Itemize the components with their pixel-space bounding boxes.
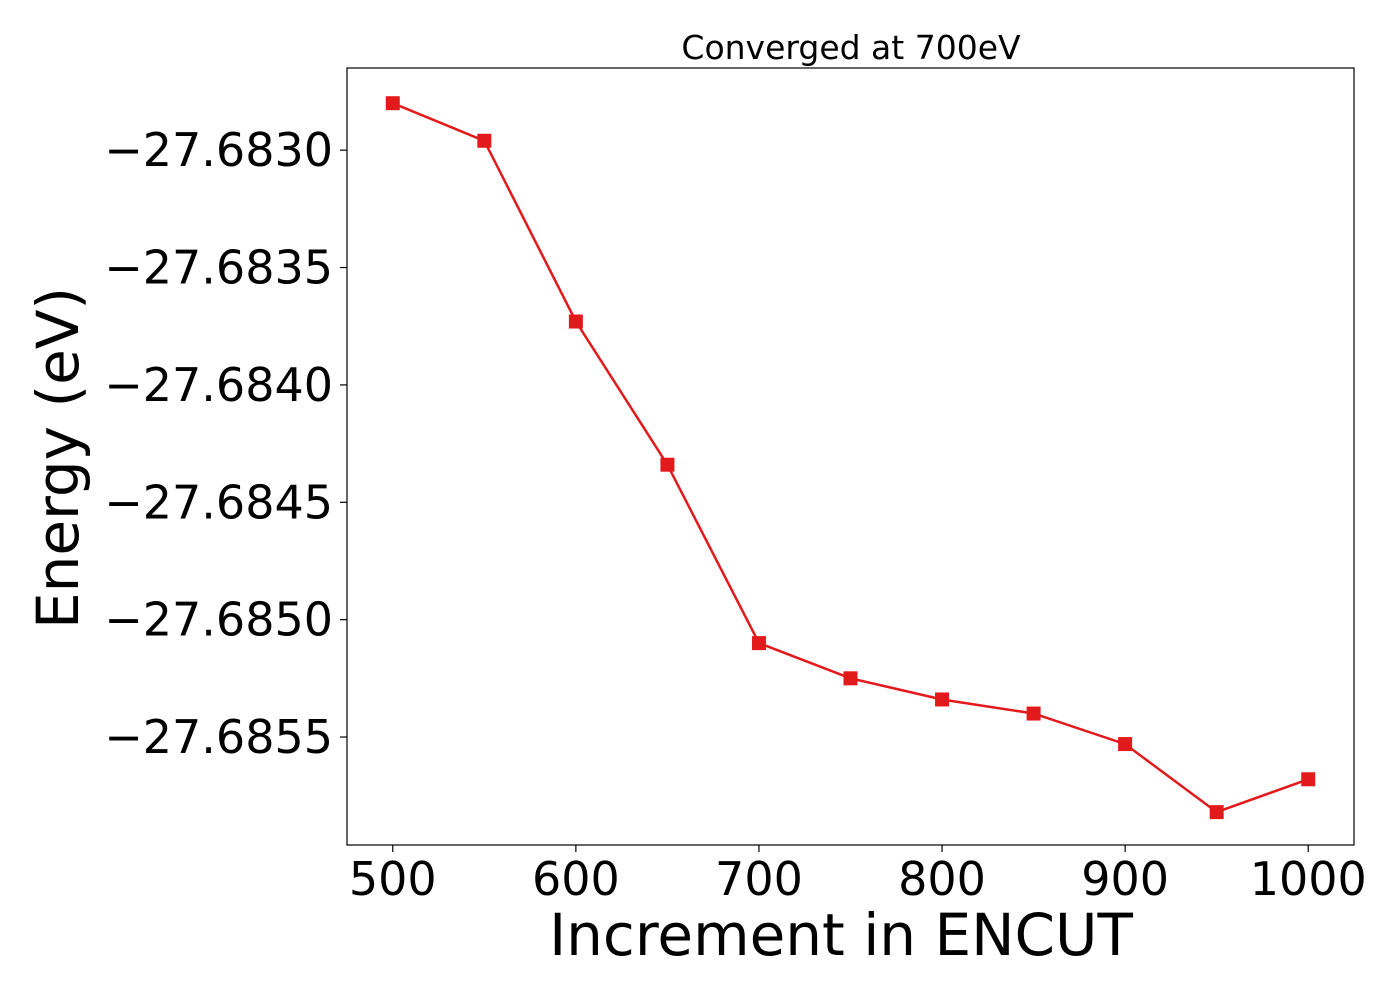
data-point-marker — [385, 96, 400, 111]
data-point-marker — [1026, 706, 1041, 721]
y-tick-label: −27.6855 — [104, 710, 333, 764]
y-tick-label: −27.6840 — [104, 358, 333, 412]
x-tick-label: 1000 — [1250, 852, 1367, 906]
y-tick-label: −27.6850 — [104, 593, 333, 647]
data-series — [385, 96, 1316, 820]
data-point-marker — [935, 692, 950, 707]
data-point-marker — [1209, 805, 1224, 820]
y-axis: −27.6830 −27.6835 −27.6840 −27.6845 −27.6850… — [104, 123, 347, 764]
series-line — [392, 102, 1309, 814]
data-point-marker — [1118, 737, 1133, 752]
plot-area-frame — [346, 67, 1355, 846]
x-axis-label: Increment in ENCUT — [549, 901, 1133, 969]
data-point-marker — [1301, 772, 1316, 787]
x-tick-label: 900 — [1081, 852, 1169, 906]
x-tick-label: 600 — [532, 852, 620, 906]
y-tick-label: −27.6830 — [104, 123, 333, 177]
x-axis: 500 600 700 800 900 1000 — [349, 845, 1367, 906]
x-tick-label: 700 — [715, 852, 803, 906]
data-point-marker — [568, 314, 583, 329]
x-tick-label: 500 — [349, 852, 437, 906]
y-tick-label: −27.6845 — [104, 475, 333, 529]
y-axis-label: Energy (eV) — [24, 287, 92, 629]
data-point-marker — [477, 133, 492, 148]
y-tick-label: −27.6835 — [104, 241, 333, 295]
chart-title: Converged at 700eV — [681, 28, 1021, 67]
x-tick-label: 800 — [898, 852, 986, 906]
data-point-marker — [751, 636, 766, 651]
data-point-marker — [660, 457, 675, 472]
data-point-marker — [843, 671, 858, 686]
